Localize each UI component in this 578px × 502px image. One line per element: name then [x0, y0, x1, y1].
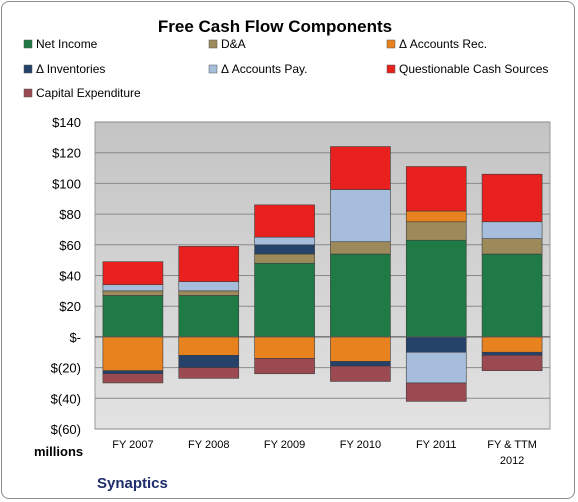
bar-segment-delta-accounts-rec	[481, 336, 543, 353]
legend-swatch-capital-expenditure	[23, 88, 33, 98]
bar-segment-delta-accounts-pay	[481, 221, 543, 239]
x-axis: FY 2007 FY 2008 FY 2009 FY 2010 FY 2011 FY & …	[112, 439, 537, 467]
bar-segment-danda	[330, 241, 391, 255]
legend-swatch-questionable-cash-sources	[386, 64, 396, 74]
bar-segment-net-income	[178, 295, 240, 338]
y-axis: $(60) $(40) $(20) $- $20 $40 $60 $80 $100 $120 $14…	[51, 115, 81, 437]
bar-segment-questionable-cash-sources	[102, 261, 164, 286]
legend-label-danda: D&A	[221, 37, 246, 51]
bar-segment-delta-inventories	[254, 244, 315, 255]
bar-segment-capital-expenditure	[178, 367, 240, 379]
x-category-label: FY & TTM 2012	[487, 439, 537, 467]
bar-segment-delta-accounts-pay	[254, 236, 315, 246]
x-category-label: FY 2009	[264, 439, 305, 451]
bar-segment-capital-expenditure	[405, 382, 467, 402]
bar-segment-questionable-cash-sources	[178, 246, 240, 282]
bar-segment-net-income	[481, 253, 543, 338]
y-tick-label: $(60)	[51, 422, 81, 437]
x-category-label: FY 2008	[188, 439, 229, 451]
bar-segment-questionable-cash-sources	[481, 173, 543, 223]
legend-swatch-net-income	[23, 39, 33, 49]
bar-segment-delta-accounts-pay	[178, 281, 240, 292]
bar-segment-delta-inventories	[330, 361, 391, 367]
legend-swatch-delta-inventories	[23, 64, 33, 74]
bar-segment-delta-inventories	[481, 351, 543, 356]
x-category-label: FY 2011	[416, 439, 457, 451]
y-tick-label: $80	[59, 207, 81, 222]
bar-segment-questionable-cash-sources	[405, 166, 467, 212]
units-label: millions	[34, 444, 83, 459]
bar-segment-delta-accounts-rec	[178, 336, 240, 356]
bar-segment-delta-accounts-rec	[102, 336, 164, 371]
legend-label-capital-expenditure: Capital Expenditure	[36, 86, 141, 100]
y-tick-label: $(40)	[51, 391, 81, 406]
bar-segment-questionable-cash-sources	[330, 146, 391, 190]
bar-segment-delta-accounts-pay	[102, 284, 164, 292]
bar-segment-delta-inventories	[178, 355, 240, 368]
y-tick-label: $(20)	[51, 361, 81, 376]
y-tick-label: $120	[52, 146, 81, 161]
bar-segment-delta-accounts-rec	[405, 210, 467, 223]
bar-segment-danda	[481, 238, 543, 255]
legend-swatch-delta-accounts-rec	[386, 39, 396, 49]
bar-segment-capital-expenditure	[330, 365, 391, 382]
bar-segment-delta-inventories	[102, 370, 164, 375]
bar-segment-capital-expenditure	[481, 355, 543, 371]
bar-segment-net-income	[330, 253, 391, 338]
y-tick-label: $140	[52, 115, 81, 130]
bar-segment-delta-accounts-pay	[330, 189, 391, 243]
legend-swatch-danda	[208, 39, 218, 49]
legend-label-delta-accounts-rec: Δ Accounts Rec.	[399, 37, 487, 51]
bar-segment-capital-expenditure	[102, 373, 164, 384]
bar-segment-delta-accounts-pay	[405, 351, 467, 384]
bar-segment-delta-inventories	[405, 336, 467, 353]
bar-segment-delta-accounts-rec	[254, 336, 315, 359]
bar-segment-danda	[178, 290, 240, 296]
bar-segment-net-income	[254, 262, 315, 338]
legend-label-questionable-cash-sources: Questionable Cash Sources	[399, 62, 548, 76]
bar-segment-questionable-cash-sources	[254, 204, 315, 238]
chart-legend: Net Income D&A Δ Accounts Rec. Δ Inventorie…	[23, 37, 548, 100]
y-tick-label: $100	[52, 176, 81, 191]
bar-segment-delta-accounts-rec	[330, 336, 391, 362]
bar-segment-danda	[102, 290, 164, 296]
legend-label-delta-inventories: Δ Inventories	[36, 62, 105, 76]
y-tick-label: $-	[69, 330, 81, 345]
y-tick-label: $60	[59, 238, 81, 253]
bar-segment-capital-expenditure	[254, 358, 315, 375]
bar-segment-net-income	[405, 239, 467, 338]
y-tick-label: $20	[59, 299, 81, 314]
legend-swatch-delta-accounts-pay	[208, 64, 218, 74]
bar-segment-danda	[254, 253, 315, 264]
company-name: Synaptics	[97, 475, 168, 492]
x-category-label: FY 2007	[112, 439, 153, 451]
chart-title: Free Cash Flow Components	[158, 17, 392, 36]
legend-label-net-income: Net Income	[36, 37, 98, 51]
gridlines	[95, 121, 550, 430]
bar-stacks	[95, 146, 550, 402]
legend-label-delta-accounts-pay: Δ Accounts Pay.	[221, 62, 308, 76]
x-category-label: FY 2010	[340, 439, 381, 451]
bar-segment-net-income	[102, 295, 164, 338]
y-tick-label: $40	[59, 269, 81, 284]
bar-segment-danda	[405, 221, 467, 241]
